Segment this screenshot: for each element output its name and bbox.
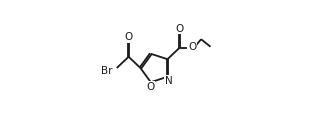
Text: O: O xyxy=(188,42,196,52)
Text: O: O xyxy=(146,82,154,92)
Text: O: O xyxy=(175,24,184,34)
Text: O: O xyxy=(125,33,133,42)
Text: N: N xyxy=(165,76,173,86)
Text: Br: Br xyxy=(101,66,112,76)
